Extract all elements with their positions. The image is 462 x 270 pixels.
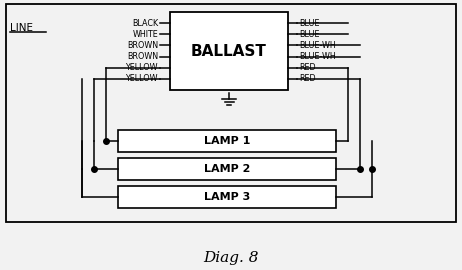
Text: BLUE-WH: BLUE-WH	[299, 41, 336, 50]
Text: BALLAST: BALLAST	[191, 43, 267, 59]
Bar	[118, 186, 336, 208]
Bar	[118, 158, 336, 180]
Text: YELLOW: YELLOW	[126, 74, 158, 83]
Bar	[6, 4, 456, 222]
Text: WHITE: WHITE	[132, 30, 158, 39]
Text: LAMP 2: LAMP 2	[204, 164, 250, 174]
Text: RED: RED	[299, 74, 316, 83]
Bar	[170, 12, 288, 90]
Text: BLUE: BLUE	[299, 30, 320, 39]
Text: Diag. 8: Diag. 8	[203, 251, 259, 265]
Text: BLUE-WH: BLUE-WH	[299, 52, 336, 61]
Text: LINE: LINE	[10, 23, 33, 33]
Text: BLUE: BLUE	[299, 19, 320, 28]
Text: LAMP 1: LAMP 1	[204, 136, 250, 146]
Text: BROWN: BROWN	[127, 52, 158, 61]
Text: LAMP 3: LAMP 3	[204, 192, 250, 202]
Text: RED: RED	[299, 63, 316, 72]
Text: BROWN: BROWN	[127, 41, 158, 50]
Text: YELLOW: YELLOW	[126, 63, 158, 72]
Bar	[118, 130, 336, 152]
Text: BLACK: BLACK	[132, 19, 158, 28]
